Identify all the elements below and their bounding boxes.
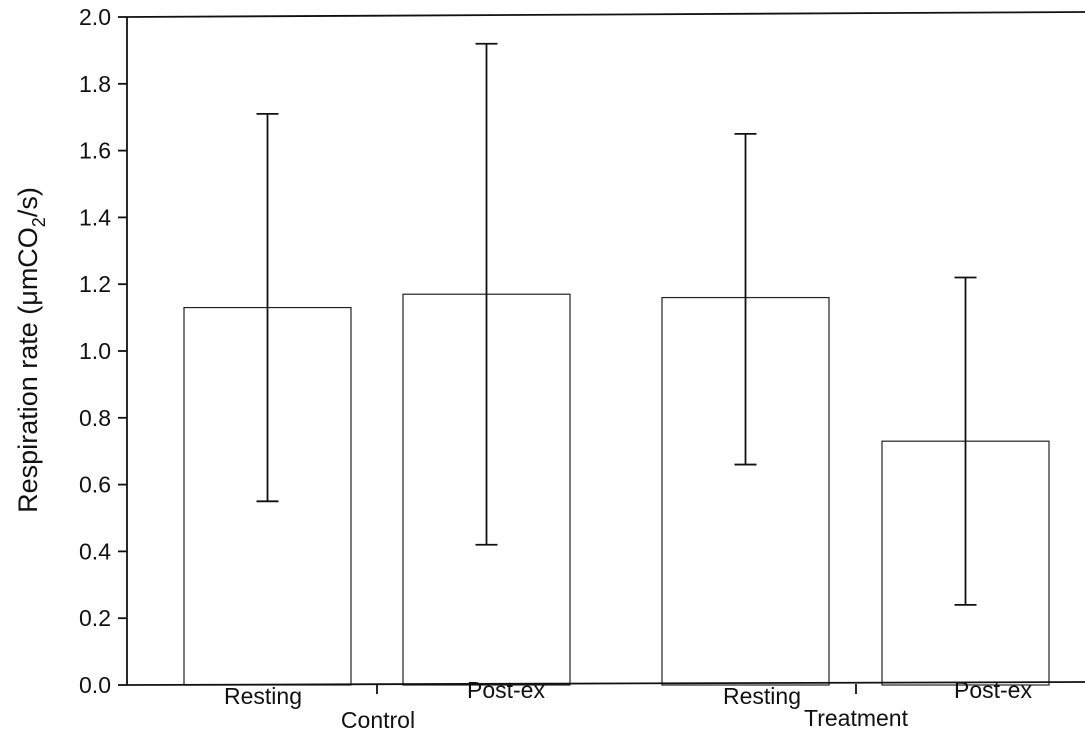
- top-frame-line: [126, 11, 1085, 18]
- y-tick-label: 1.0: [79, 338, 111, 364]
- error-bar-1: [256, 112, 279, 503]
- y-axis-label: Respiration rate (μmCO2/s): [13, 187, 49, 513]
- error-bar-3: [734, 132, 757, 466]
- y-tick-label: 0.0: [79, 672, 111, 698]
- error-bar-4: [954, 276, 977, 606]
- y-tick-label: 0.6: [79, 472, 111, 498]
- y-tick-label: 2.0: [79, 4, 111, 30]
- y-tick-label: 0.4: [79, 538, 111, 564]
- category-label: Resting: [723, 683, 801, 709]
- error-bars-layer: [256, 42, 977, 606]
- y-tick-label: 0.2: [79, 605, 111, 631]
- y-tick-label: 1.8: [79, 71, 111, 97]
- y-tick-label: 0.8: [79, 405, 111, 431]
- y-tick-label: 1.6: [79, 138, 111, 164]
- error-bar-2: [475, 42, 498, 546]
- group-label: Control: [341, 707, 415, 733]
- category-label: Resting: [224, 683, 302, 709]
- y-tick-label: 1.2: [79, 271, 111, 297]
- bars-layer: [183, 293, 1050, 686]
- axes-layer: [118, 11, 1085, 694]
- labels-layer: 0.0 0.2 0.4 0.6 0.8 1.0 1.2 1.4 1.6 1.8 2.0 Resting…: [79, 4, 1032, 733]
- category-label: Post-ex: [954, 677, 1032, 703]
- y-tick-label: 1.4: [79, 204, 111, 230]
- category-label: Post-ex: [467, 677, 545, 703]
- x-axis-line: [126, 681, 1085, 686]
- group-label: Treatment: [804, 705, 909, 731]
